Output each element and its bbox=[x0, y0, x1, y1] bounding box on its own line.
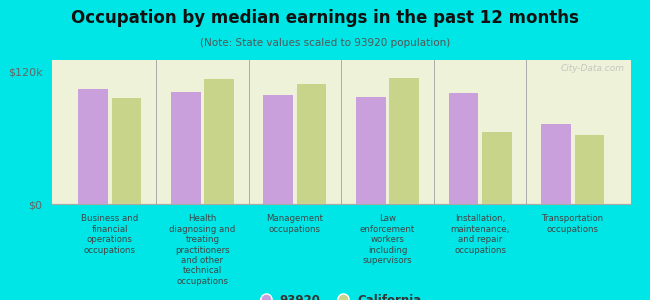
Bar bbox=[575, 135, 604, 204]
Bar bbox=[389, 78, 419, 204]
Bar bbox=[356, 97, 385, 204]
Text: (Note: State values scaled to 93920 population): (Note: State values scaled to 93920 popu… bbox=[200, 38, 450, 47]
Text: City-Data.com: City-Data.com bbox=[561, 64, 625, 73]
Bar bbox=[448, 93, 478, 204]
Bar bbox=[171, 92, 200, 204]
Bar bbox=[204, 79, 234, 204]
Bar bbox=[297, 84, 326, 204]
Bar bbox=[263, 95, 293, 204]
Bar bbox=[112, 98, 141, 204]
Text: Occupation by median earnings in the past 12 months: Occupation by median earnings in the pas… bbox=[71, 9, 579, 27]
Bar bbox=[541, 124, 571, 204]
Bar bbox=[78, 89, 108, 204]
Bar bbox=[482, 132, 512, 204]
Legend: 93920, California: 93920, California bbox=[256, 289, 426, 300]
